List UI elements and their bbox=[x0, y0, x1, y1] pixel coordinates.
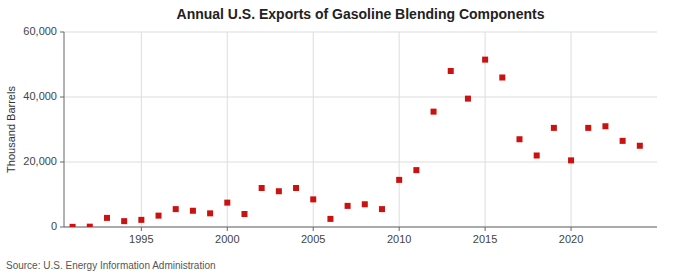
point bbox=[190, 208, 196, 214]
tick bbox=[60, 162, 64, 163]
tick-label: 60,000 bbox=[23, 25, 57, 37]
point bbox=[87, 224, 93, 227]
tick bbox=[571, 227, 572, 231]
point bbox=[70, 224, 76, 227]
annotation: Source: U.S. Energy Information Administ… bbox=[6, 260, 216, 271]
chart: 0 20,000 40,000 60,000 1995 2000 2005 2010 2015 2… bbox=[0, 0, 675, 275]
y-axis-line bbox=[64, 32, 65, 227]
point bbox=[379, 206, 385, 212]
tick-label: 2010 bbox=[387, 233, 411, 245]
point bbox=[482, 57, 488, 63]
point bbox=[345, 203, 351, 209]
point bbox=[293, 185, 299, 191]
point bbox=[207, 210, 213, 216]
tick bbox=[141, 227, 142, 231]
grid-line bbox=[571, 32, 572, 227]
x-axis-line bbox=[64, 227, 657, 228]
point bbox=[104, 215, 110, 221]
tick bbox=[313, 227, 314, 231]
point bbox=[327, 216, 333, 222]
grid-line bbox=[64, 97, 657, 98]
point bbox=[121, 218, 127, 224]
point bbox=[224, 200, 230, 206]
tick-label: 1995 bbox=[129, 233, 153, 245]
tick-label: 20,000 bbox=[23, 155, 57, 167]
tick bbox=[60, 227, 64, 228]
points bbox=[70, 57, 643, 227]
point bbox=[310, 196, 316, 202]
point bbox=[156, 213, 162, 219]
grid-line bbox=[64, 32, 657, 33]
tick bbox=[399, 227, 400, 231]
background bbox=[0, 0, 675, 275]
tick bbox=[485, 227, 486, 231]
grid-line bbox=[399, 32, 400, 227]
point bbox=[534, 153, 540, 159]
point bbox=[413, 167, 419, 173]
tick-label: 2020 bbox=[559, 233, 583, 245]
point bbox=[637, 143, 643, 149]
point bbox=[568, 157, 574, 163]
tick-label: 40,000 bbox=[23, 90, 57, 102]
point bbox=[259, 185, 265, 191]
axes: 0 20,000 40,000 60,000 1995 2000 2005 2010 2015 2… bbox=[23, 25, 657, 245]
grid-line bbox=[141, 32, 142, 227]
point bbox=[516, 136, 522, 142]
grid bbox=[64, 32, 657, 227]
page: {"chart_data": { "type": "scatter", "tit… bbox=[0, 0, 675, 275]
tick bbox=[60, 32, 64, 33]
tick bbox=[60, 97, 64, 98]
point bbox=[138, 217, 144, 223]
tick-label: 2005 bbox=[301, 233, 325, 245]
tick-label: 0 bbox=[51, 220, 57, 232]
grid-line bbox=[64, 162, 657, 163]
point bbox=[465, 96, 471, 102]
point bbox=[396, 177, 402, 183]
y-axis-label: Thousand Barrels bbox=[5, 86, 17, 173]
tick-label: 2000 bbox=[215, 233, 239, 245]
point bbox=[602, 123, 608, 129]
point bbox=[276, 188, 282, 194]
point bbox=[431, 109, 437, 115]
point bbox=[620, 138, 626, 144]
tick-label: 2015 bbox=[473, 233, 497, 245]
point bbox=[448, 68, 454, 74]
point bbox=[499, 75, 505, 81]
grid-line bbox=[227, 32, 228, 227]
point bbox=[585, 125, 591, 131]
point bbox=[362, 201, 368, 207]
tick bbox=[227, 227, 228, 231]
grid-line bbox=[64, 227, 657, 228]
point bbox=[241, 211, 247, 217]
point bbox=[551, 125, 557, 131]
point bbox=[173, 206, 179, 212]
title: Annual U.S. Exports of Gasoline Blending… bbox=[177, 6, 545, 22]
